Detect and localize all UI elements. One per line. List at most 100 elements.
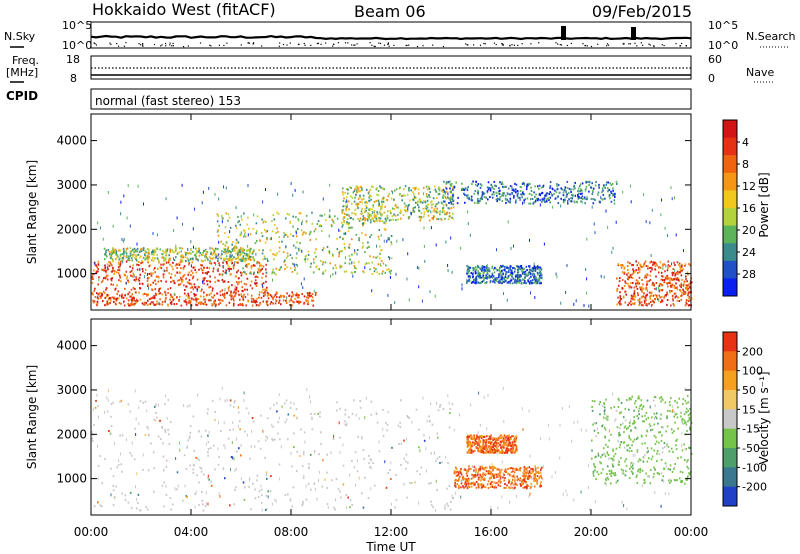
heatmap-cell: [511, 435, 513, 438]
heatmap-cell: [630, 200, 632, 204]
heatmap-cell: [315, 291, 317, 294]
heatmap-cell: [224, 288, 226, 292]
heatmap-cell: [112, 248, 114, 251]
heatmap-cell: [507, 281, 510, 284]
heatmap-cell: [678, 264, 680, 267]
heatmap-cell: [584, 202, 586, 205]
heatmap-cell: [491, 186, 494, 189]
heatmap-cell: [222, 259, 225, 262]
heatmap-cell: [583, 196, 586, 199]
heatmap-cell: [150, 272, 152, 275]
noise-search-point: [248, 42, 251, 44]
heatmap-cell: [572, 193, 574, 196]
heatmap-cell: [234, 400, 236, 403]
heatmap-cell: [111, 296, 114, 299]
heatmap-cell: [477, 449, 479, 452]
heatmap-cell: [263, 229, 266, 231]
heatmap-cell: [262, 288, 264, 291]
heatmap-cell: [122, 260, 124, 264]
heatmap-cell: [667, 285, 669, 288]
heatmap-cell: [152, 232, 154, 235]
heatmap-cell: [133, 247, 136, 250]
heatmap-cell: [205, 253, 208, 256]
heatmap-cell: [501, 183, 504, 186]
heatmap-cell: [498, 280, 500, 283]
heatmap-cell: [255, 299, 257, 302]
heatmap-cell: [470, 198, 473, 201]
heatmap-cell: [490, 183, 493, 186]
heatmap-cell: [120, 280, 122, 283]
heatmap-cell: [399, 421, 401, 424]
heatmap-cell: [651, 284, 654, 287]
heatmap-cell: [619, 297, 622, 300]
heatmap-cell: [594, 199, 596, 202]
heatmap-cell: [344, 205, 346, 208]
heatmap-cell: [640, 301, 643, 304]
heatmap-cell: [191, 277, 194, 280]
heatmap-cell: [353, 200, 356, 203]
heatmap-cell: [484, 446, 487, 449]
noise-search-point: [442, 45, 445, 48]
heatmap-cell: [369, 466, 371, 469]
heatmap-cell: [500, 434, 503, 437]
heatmap-cell: [472, 476, 474, 479]
heatmap-cell: [342, 187, 344, 190]
heatmap-cell: [307, 250, 310, 253]
heatmap-cell: [507, 434, 510, 437]
heatmap-cell: [154, 279, 156, 282]
heatmap-cell: [212, 252, 215, 255]
heatmap-cell: [148, 287, 150, 290]
heatmap-cell: [203, 282, 205, 285]
heatmap-cell: [452, 199, 455, 202]
heatmap-cell: [540, 485, 542, 487]
heatmap-cell: [423, 199, 425, 202]
heatmap-cell: [212, 270, 214, 273]
heatmap-cell: [483, 277, 486, 280]
heatmap-cell: [517, 271, 519, 274]
heatmap-cell: [238, 447, 240, 450]
heatmap-cell: [210, 484, 213, 487]
heatmap-cell: [294, 188, 296, 192]
heatmap-cell: [360, 187, 363, 190]
noise-search-series: [93, 26, 687, 48]
heatmap-cell: [390, 235, 393, 237]
heatmap-cell: [522, 472, 524, 475]
heatmap-cell: [610, 192, 613, 194]
heatmap-cell: [421, 299, 423, 303]
heatmap-cell: [448, 197, 450, 200]
heatmap-cell: [477, 486, 480, 489]
heatmap-cell: [344, 247, 346, 250]
heatmap-cell: [681, 278, 683, 281]
heatmap-cell: [204, 259, 206, 262]
heatmap-cell: [351, 212, 353, 215]
heatmap-cell: [638, 304, 640, 307]
heatmap-cell: [522, 278, 525, 281]
heatmap-cell: [142, 248, 145, 251]
heatmap-cell: [366, 219, 369, 222]
heatmap-cell: [464, 187, 467, 190]
noise-search-point: [356, 43, 358, 45]
heatmap-cell: [251, 417, 254, 419]
heatmap-cell: [188, 262, 191, 265]
heatmap-cell: [174, 264, 177, 267]
heatmap-cell: [486, 190, 489, 193]
heatmap-cell: [667, 234, 668, 238]
heatmap-cell: [479, 435, 481, 438]
heatmap-cell: [253, 249, 255, 252]
heatmap-cell: [649, 274, 651, 277]
heatmap-cell: [481, 198, 484, 200]
heatmap-cell: [220, 254, 223, 257]
heatmap-cell: [356, 191, 359, 194]
heatmap-cell: [113, 297, 115, 300]
heatmap-cell: [483, 467, 485, 470]
heatmap-cell: [123, 252, 125, 255]
heatmap-cell: [133, 299, 135, 302]
heatmap-cell: [230, 257, 232, 260]
heatmap-cell: [229, 226, 232, 229]
colorbar-tick-label: 4: [742, 136, 749, 149]
heatmap-cell: [237, 282, 240, 285]
heatmap-cell: [445, 204, 448, 207]
heatmap-cell: [482, 441, 484, 444]
heatmap-cell: [343, 212, 346, 215]
heatmap-cell: [562, 191, 565, 194]
